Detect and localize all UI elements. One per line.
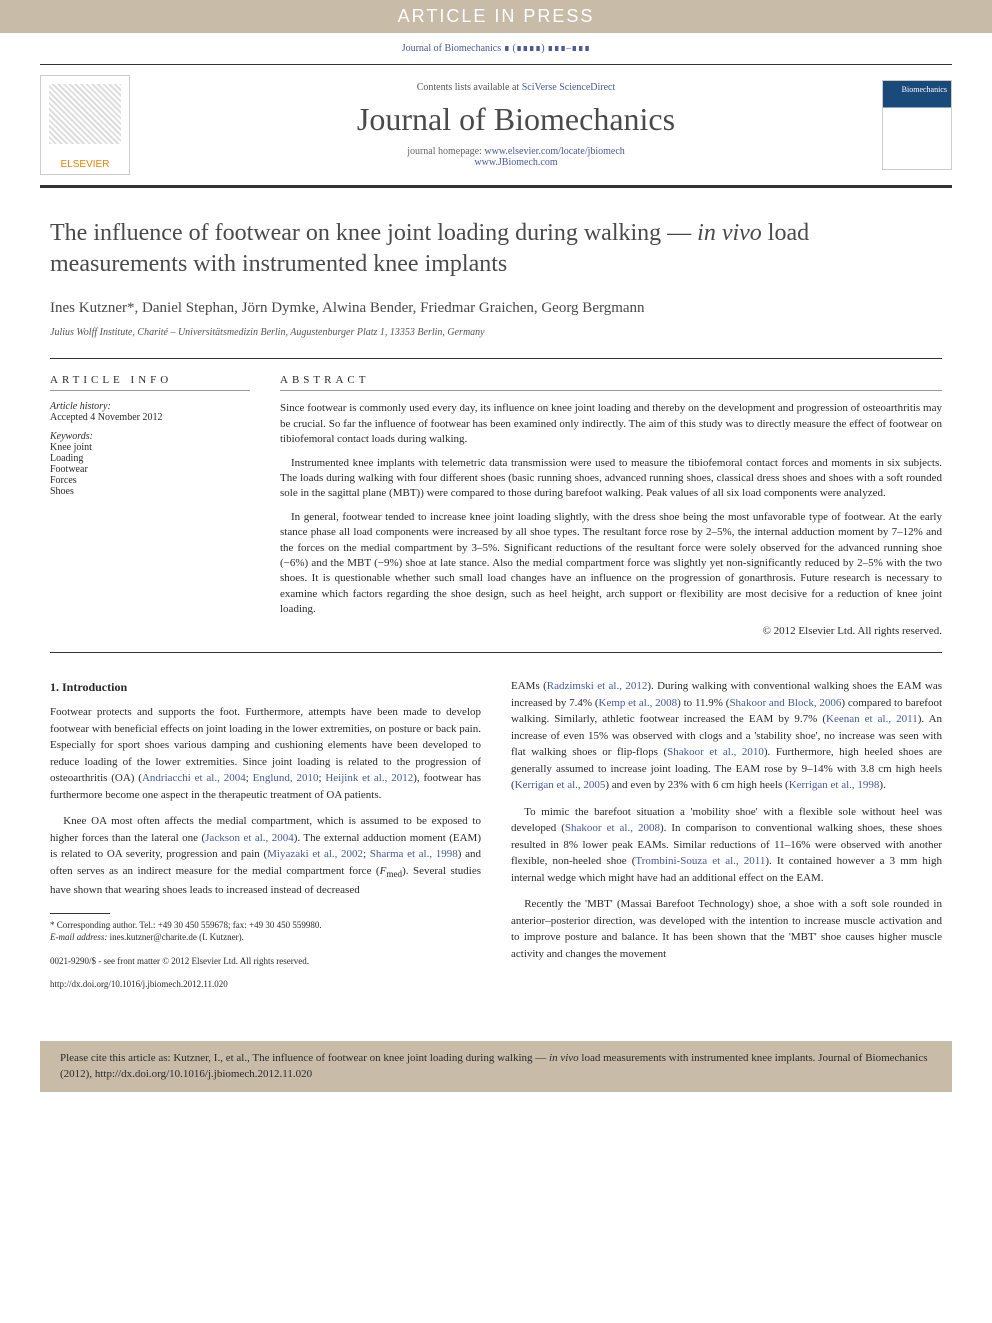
citation-link[interactable]: Radzimski et al., 2012 [547,680,648,692]
article-info-block: ARTICLE INFO Article history: Accepted 4… [50,374,250,637]
email-footnote: E-mail address: ines.kutzner@charite.de … [50,932,481,944]
keyword-item: Footwear [50,464,250,475]
article-history-value: Accepted 4 November 2012 [50,412,250,423]
citation-link[interactable]: Kerrigan et al., 1998 [789,779,880,791]
body-paragraph: Recently the 'MBT' (Massai Barefoot Tech… [511,896,942,962]
article-in-press-banner: ARTICLE IN PRESS [0,0,992,33]
citation-link[interactable]: Andriacchi et al., 2004 [142,772,246,784]
citation-link[interactable]: Shakoor et al., 2008 [565,822,660,834]
article-info-heading: ARTICLE INFO [50,374,250,391]
doi-line: http://dx.doi.org/10.1016/j.jbiomech.201… [50,979,481,991]
citation-link[interactable]: Heijink et al., 2012 [325,772,413,784]
section-heading-introduction: 1. Introduction [50,678,481,696]
abstract-copyright: © 2012 Elsevier Ltd. All rights reserved… [280,625,942,637]
citation-link[interactable]: Shakoor et al., 2010 [667,746,764,758]
journal-homepage-line: journal homepage: www.elsevier.com/locat… [150,146,882,168]
abstract-block: ABSTRACT Since footwear is commonly used… [280,374,942,637]
article-title: The influence of footwear on knee joint … [50,218,942,280]
citation-link[interactable]: Shakoor and Block, 2006 [729,697,841,709]
body-paragraph: Footwear protects and supports the foot.… [50,704,481,803]
body-columns: 1. Introduction Footwear protects and su… [50,678,942,991]
citation-box: Please cite this article as: Kutzner, I.… [40,1041,952,1092]
affiliation: Julius Wolff Institute, Charité – Univer… [50,327,942,338]
homepage-prefix: journal homepage: [407,146,484,157]
homepage-link-2[interactable]: www.JBiomech.com [474,157,557,168]
body-paragraph: To mimic the barefoot situation a 'mobil… [511,804,942,887]
publisher-name: ELSEVIER [41,159,129,170]
abstract-paragraph: Since footwear is commonly used every da… [280,401,942,447]
citation-link[interactable]: Sharma et al., 1998 [370,848,458,860]
citation-link[interactable]: Englund, 2010 [253,772,319,784]
email-value: ines.kutzner@charite.de (I. Kutzner). [110,932,244,942]
abstract-paragraph: In general, footwear tended to increase … [280,510,942,618]
corresponding-author-footnote: * Corresponding author. Tel.: +49 30 450… [50,920,481,932]
journal-cover-thumbnail [882,80,952,170]
keyword-item: Forces [50,475,250,486]
citation-link[interactable]: Jackson et al., 2004 [205,832,294,844]
citation-link[interactable]: Kemp et al., 2008 [599,697,678,709]
article-history-label: Article history: [50,401,250,412]
body-paragraph: Knee OA most often affects the medial co… [50,813,481,898]
issn-line: 0021-9290/$ - see front matter © 2012 El… [50,956,481,968]
keyword-item: Knee joint [50,442,250,453]
contents-available-line: Contents lists available at SciVerse Sci… [150,82,882,93]
citation-link[interactable]: Keenan et al., 2011 [826,713,918,725]
sciencedirect-link[interactable]: SciVerse ScienceDirect [522,82,616,93]
journal-title: Journal of Biomechanics [150,101,882,138]
elsevier-logo: ELSEVIER [40,75,130,175]
contents-prefix: Contents lists available at [417,82,522,93]
body-paragraph: EAMs (Radzimski et al., 2012). During wa… [511,678,942,794]
citation-link[interactable]: Kerrigan et al., 2005 [515,779,606,791]
footnote-separator [50,913,110,914]
citation-link[interactable]: Miyazaki et al., 2002 [267,848,363,860]
keywords-label: Keywords: [50,431,250,442]
abstract-heading: ABSTRACT [280,374,942,391]
citation-link[interactable]: Trombini-Souza et al., 2011 [635,855,765,867]
homepage-link-1[interactable]: www.elsevier.com/locate/jbiomech [484,146,624,157]
author-list: Ines Kutzner*, Daniel Stephan, Jörn Dymk… [50,300,942,317]
abstract-paragraph: Instrumented knee implants with telemetr… [280,456,942,502]
keyword-item: Shoes [50,486,250,497]
journal-reference: Journal of Biomechanics ∎ (∎∎∎∎) ∎∎∎–∎∎∎ [0,33,992,64]
keyword-item: Loading [50,453,250,464]
email-label: E-mail address: [50,932,107,942]
masthead: ELSEVIER Contents lists available at Sci… [40,64,952,188]
